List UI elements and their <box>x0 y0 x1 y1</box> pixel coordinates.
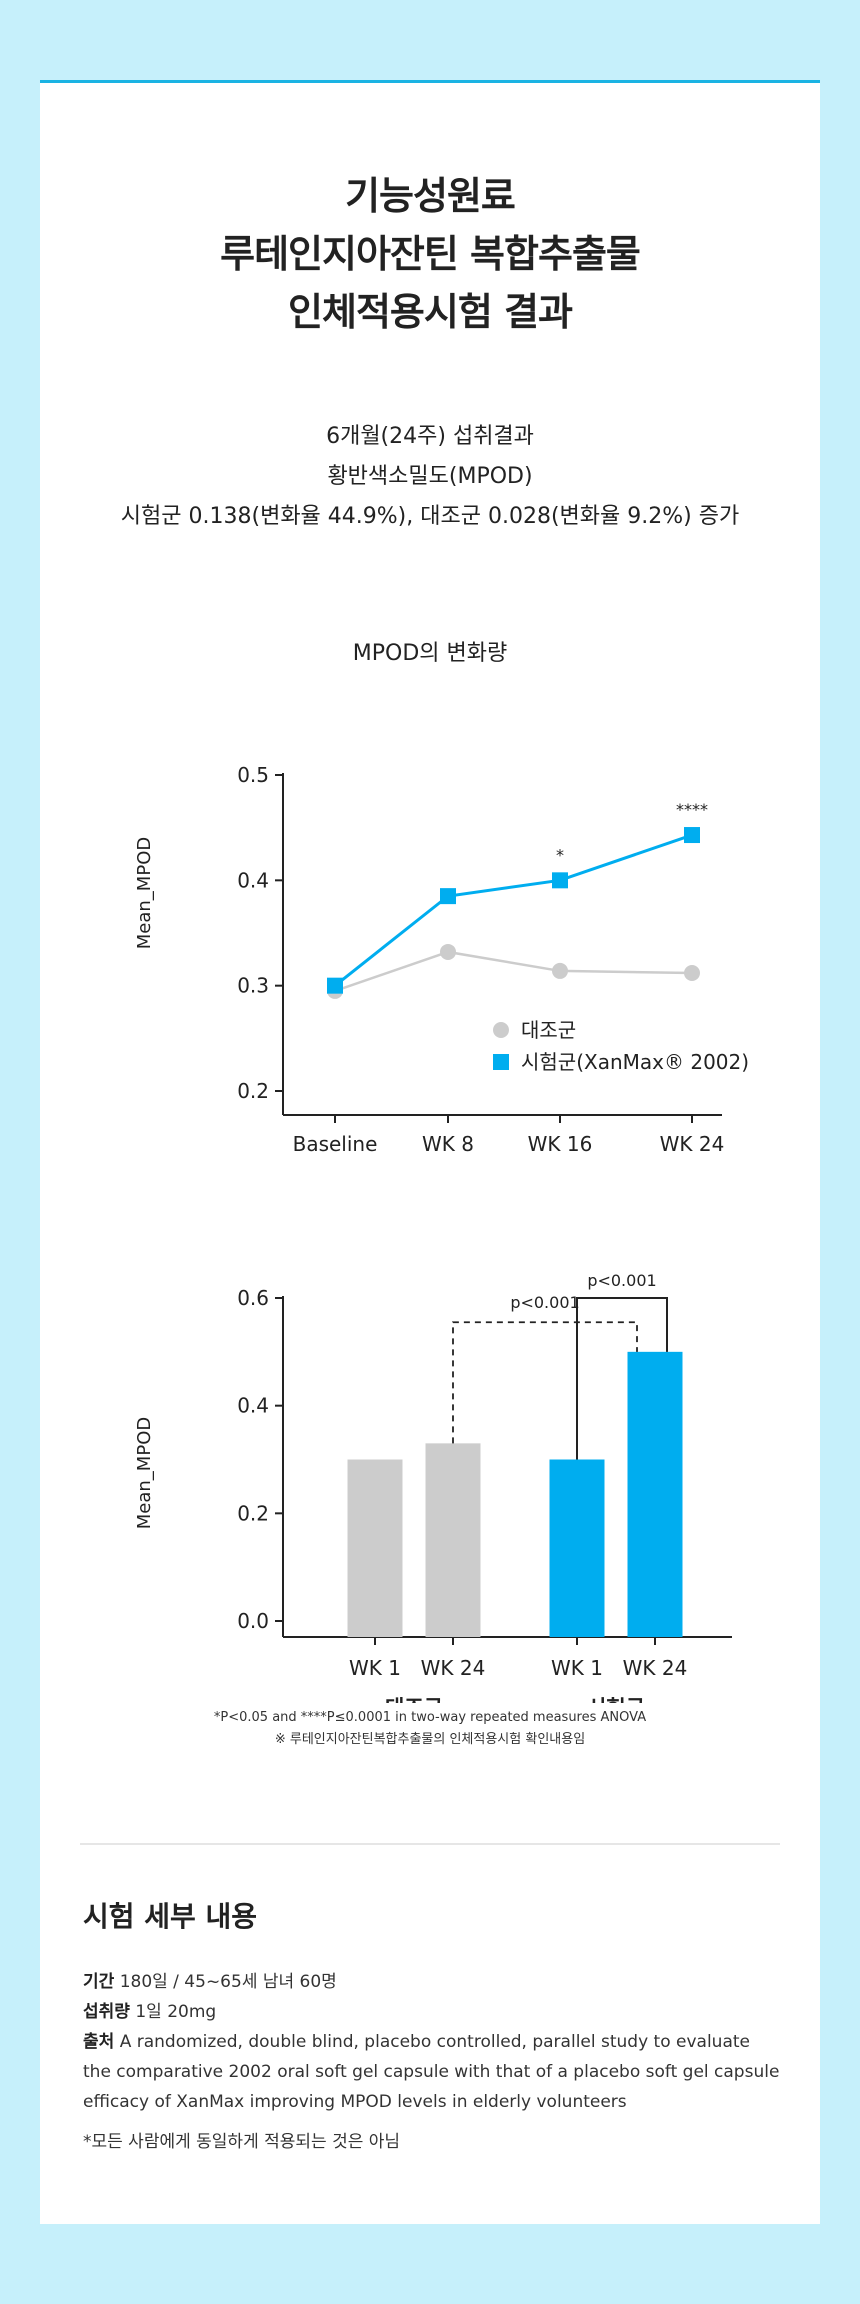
bar-chart: Mean_MPOD 0.0 0.2 0.4 0.6 WK 1 WK 24 대조군 WK 1 WK… <box>134 1271 732 1703</box>
bar-chart-p-value-between-groups: p<0.001 <box>510 1293 579 1312</box>
bar-chart-y-tick-label: 0.0 <box>237 1609 269 1633</box>
legend-test-label: 시험군(XanMax® 2002) <box>521 1050 749 1074</box>
bar-chart-bar <box>425 1443 481 1637</box>
line-chart-y-tick-label: 0.2 <box>237 1079 269 1103</box>
detail-disclaimer: *모든 사람에게 동일하게 적용되는 것은 아님 <box>83 2132 401 2152</box>
title-line-2: 루테인지아잔틴 복합추출물 <box>220 232 641 276</box>
legend-control-label: 대조군 <box>521 1018 576 1042</box>
title-line-3: 인체적용시험 결과 <box>288 290 573 334</box>
bar-chart-y-tick-label: 0.4 <box>237 1394 269 1418</box>
line-chart-y-axis-label: Mean_MPOD <box>134 837 155 949</box>
line-chart-point-test <box>440 888 456 905</box>
line-chart-point-test <box>684 827 700 844</box>
detail-intake-label: 섭취량 <box>83 2002 130 2022</box>
line-chart-series-line <box>334 833 693 987</box>
line-chart-point-control <box>552 962 568 979</box>
detail-source-value: A randomized, double blind, placebo cont… <box>83 2032 780 2112</box>
line-chart: Mean_MPOD 0.2 0.3 0.4 0.5 Baseline WK 8 WK 16 W… <box>134 763 749 1153</box>
bar-chart-dashed-bracket <box>452 1321 638 1444</box>
line-chart-point-test <box>327 977 343 994</box>
line-chart-significance-mark: **** <box>676 800 708 819</box>
line-chart-point-control <box>684 965 700 982</box>
bar-chart-x-tick-label: WK 24 <box>623 1656 688 1680</box>
section-divider <box>80 1843 780 1845</box>
footnote-statistics: *P<0.05 and ****P≤0.0001 in two-way repe… <box>213 1710 647 1725</box>
bar-chart-x-tick-label: WK 24 <box>421 1656 486 1680</box>
bar-chart-solid-bracket <box>576 1297 668 1460</box>
legend-control-marker <box>493 1022 509 1038</box>
line-chart-point-test <box>552 872 568 889</box>
detail-period-label: 기간 <box>83 1972 115 1992</box>
content-card: 기능성원료 루테인지아잔틴 복합추출물 인체적용시험 결과 6개월(24주) 섭… <box>40 80 820 2224</box>
page-title: 기능성원료 루테인지아잔틴 복합추출물 인체적용시험 결과 <box>40 167 820 341</box>
summary-line-1: 6개월(24주) 섭취결과 <box>326 424 534 449</box>
line-chart-x-tick-label: WK 24 <box>660 1132 725 1153</box>
bar-chart-y-tick-label: 0.2 <box>237 1501 269 1525</box>
bar-chart-group-label: 대조군 <box>385 1696 443 1703</box>
detail-source: 출처 A randomized, double blind, placebo c… <box>83 2027 783 2117</box>
summary-line-3: 시험군 0.138(변화율 44.9%), 대조군 0.028(변화율 9.2%… <box>120 504 740 529</box>
result-summary: 6개월(24주) 섭취결과 황반색소밀도(MPOD) 시험군 0.138(변화율… <box>40 417 820 537</box>
trial-details: 기간 180일 / 45~65세 남녀 60명 섭취량 1일 20mg 출처 A… <box>83 1967 783 2157</box>
detail-period: 기간 180일 / 45~65세 남녀 60명 <box>83 1967 783 1997</box>
line-chart-y-tick-label: 0.3 <box>237 974 269 998</box>
detail-source-label: 출처 <box>83 2032 115 2052</box>
bar-chart-bar <box>627 1351 683 1637</box>
chart-footnote: *P<0.05 and ****P≤0.0001 in two-way repe… <box>40 1707 820 1751</box>
line-chart-significance-mark: * <box>556 845 564 864</box>
bar-chart-bar <box>549 1459 605 1637</box>
line-chart-x-tick-label: Baseline <box>293 1132 378 1153</box>
line-chart-x-tick-label: WK 16 <box>528 1132 593 1153</box>
bar-chart-y-axis-label: Mean_MPOD <box>134 1417 155 1529</box>
line-chart-x-tick-label: WK 8 <box>422 1132 474 1153</box>
line-chart-y-tick-label: 0.4 <box>237 868 269 892</box>
bar-chart-bar <box>347 1459 403 1637</box>
bar-chart-group-label: 시험군 <box>587 1696 645 1703</box>
summary-line-2: 황반색소밀도(MPOD) <box>327 464 533 489</box>
detail-period-value: 180일 / 45~65세 남녀 60명 <box>119 1972 337 1992</box>
detail-intake-value: 1일 20mg <box>135 2002 217 2022</box>
line-chart-y-tick-label: 0.5 <box>237 763 269 787</box>
line-chart-title: MPOD의 변화량 <box>352 641 508 666</box>
bar-chart-y-tick-label: 0.6 <box>237 1286 269 1310</box>
bar-chart-x-tick-label: WK 1 <box>349 1656 401 1680</box>
footnote-confirmation: ※ 루테인지아잔틴복합추출물의 인체적용시험 확인내용임 <box>274 1732 586 1747</box>
detail-intake: 섭취량 1일 20mg <box>83 1997 783 2027</box>
details-heading: 시험 세부 내용 <box>83 1900 258 1933</box>
title-line-1: 기능성원료 <box>345 174 516 218</box>
bar-chart-p-value-within-test: p<0.001 <box>587 1271 656 1290</box>
line-chart-point-control <box>440 943 456 960</box>
bar-chart-x-tick-label: WK 1 <box>551 1656 603 1680</box>
legend-test-marker <box>493 1054 509 1070</box>
line-chart-series-line <box>334 950 693 993</box>
